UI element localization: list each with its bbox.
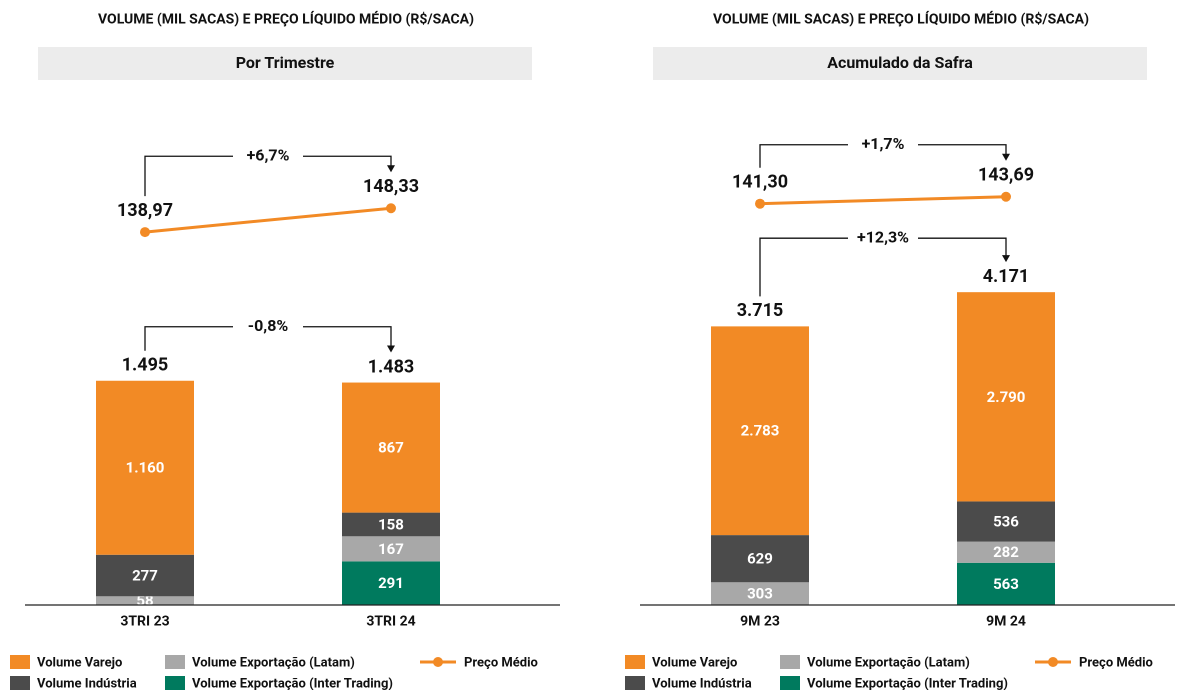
bar-segment	[96, 596, 194, 605]
change-label: +12,3%	[857, 227, 909, 246]
x-tick-label: 9M 23	[740, 614, 780, 630]
subtitle-box	[38, 47, 532, 80]
legend-swatch	[780, 655, 800, 669]
legend-label: Preço Médio	[1079, 655, 1153, 670]
change-label: -0,8%	[248, 316, 289, 335]
bar-segment	[957, 292, 1055, 502]
segment-label: 563	[993, 575, 1019, 593]
bar-segment	[96, 380, 194, 555]
price-point	[140, 227, 150, 238]
segment-label: 629	[747, 550, 773, 568]
x-tick-label: 9M 24	[986, 614, 1026, 630]
legend-label: Volume Indústria	[37, 676, 137, 690]
segment-label: 867	[378, 439, 404, 457]
legend-swatch	[165, 676, 185, 690]
bar-segment	[342, 512, 440, 537]
price-label: 148,33	[363, 176, 419, 197]
chart-subtitle: Por Trimestre	[236, 53, 335, 72]
legend-swatch	[780, 676, 800, 690]
segment-label: 536	[993, 512, 1019, 530]
legend-dot	[433, 657, 443, 667]
price-line	[144, 206, 392, 234]
price-label: 143,69	[978, 164, 1034, 185]
legend-swatch	[625, 676, 645, 690]
price-line	[759, 195, 1007, 206]
bar-segment	[711, 535, 809, 583]
price-label: 138,97	[117, 200, 173, 221]
segment-label: 303	[747, 585, 773, 603]
change-label: +6,7%	[247, 145, 290, 164]
legend-label: Volume Varejo	[37, 655, 122, 670]
arrow-head	[1002, 255, 1010, 263]
total-label: 4.171	[983, 266, 1030, 287]
chart-title: VOLUME (MIL SACAS) E PREÇO LÍQUIDO MÉDIO…	[713, 10, 1089, 28]
price-point	[1001, 191, 1011, 202]
legend-label: Preço Médio	[464, 655, 538, 670]
legend-label: Volume Indústria	[652, 676, 752, 690]
chart-title: VOLUME (MIL SACAS) E PREÇO LÍQUIDO MÉDIO…	[98, 10, 474, 28]
legend-label: Volume Exportação (Inter Trading)	[192, 676, 393, 690]
legend-label: Volume Exportação (Latam)	[192, 655, 355, 670]
segment-label: 158	[378, 515, 404, 533]
total-label: 3.715	[737, 300, 784, 321]
total-label: 1.483	[368, 356, 415, 377]
legend-label: Volume Exportação (Latam)	[807, 655, 970, 670]
bar-segment	[342, 382, 440, 513]
segment-label: 167	[378, 540, 404, 558]
segment-label: 2.783	[741, 422, 780, 440]
bar-segment	[96, 554, 194, 597]
bar-segment	[711, 582, 809, 605]
arrow-head	[387, 165, 395, 173]
segment-label: 282	[993, 543, 1019, 561]
bar-segment	[342, 561, 440, 605]
bar-segment	[342, 536, 440, 562]
segment-label: 2.790	[987, 388, 1026, 406]
segment-label: 291	[378, 574, 404, 592]
bar-segment	[711, 326, 809, 536]
bar-segment	[957, 501, 1055, 542]
x-tick-label: 3TRI 24	[366, 614, 415, 630]
label-bg	[848, 134, 918, 155]
legend-label: Volume Exportação (Inter Trading)	[807, 676, 1008, 690]
legend-label: Volume Varejo	[652, 655, 737, 670]
subtitle-box	[653, 47, 1147, 80]
arrow-head	[387, 345, 395, 353]
bar-segment	[957, 562, 1055, 605]
legend-swatch	[10, 676, 30, 690]
legend-swatch	[10, 655, 30, 669]
label-bg	[233, 316, 303, 337]
legend-swatch	[165, 655, 185, 669]
legend-dot	[1048, 657, 1058, 667]
x-tick-label: 3TRI 23	[120, 614, 169, 630]
price-point	[386, 203, 396, 214]
segment-label: 1.160	[126, 459, 165, 477]
price-label: 141,30	[732, 171, 788, 192]
label-bg	[233, 146, 303, 167]
segment-label: 277	[132, 566, 158, 584]
total-label: 1.495	[122, 355, 169, 376]
chart-subtitle: Acumulado da Safra	[827, 53, 973, 72]
price-point	[755, 198, 765, 209]
legend-swatch	[625, 655, 645, 669]
label-bg	[848, 228, 918, 249]
bar-segment	[957, 541, 1055, 563]
arrow-head	[1002, 153, 1010, 161]
change-label: +1,7%	[862, 134, 905, 153]
